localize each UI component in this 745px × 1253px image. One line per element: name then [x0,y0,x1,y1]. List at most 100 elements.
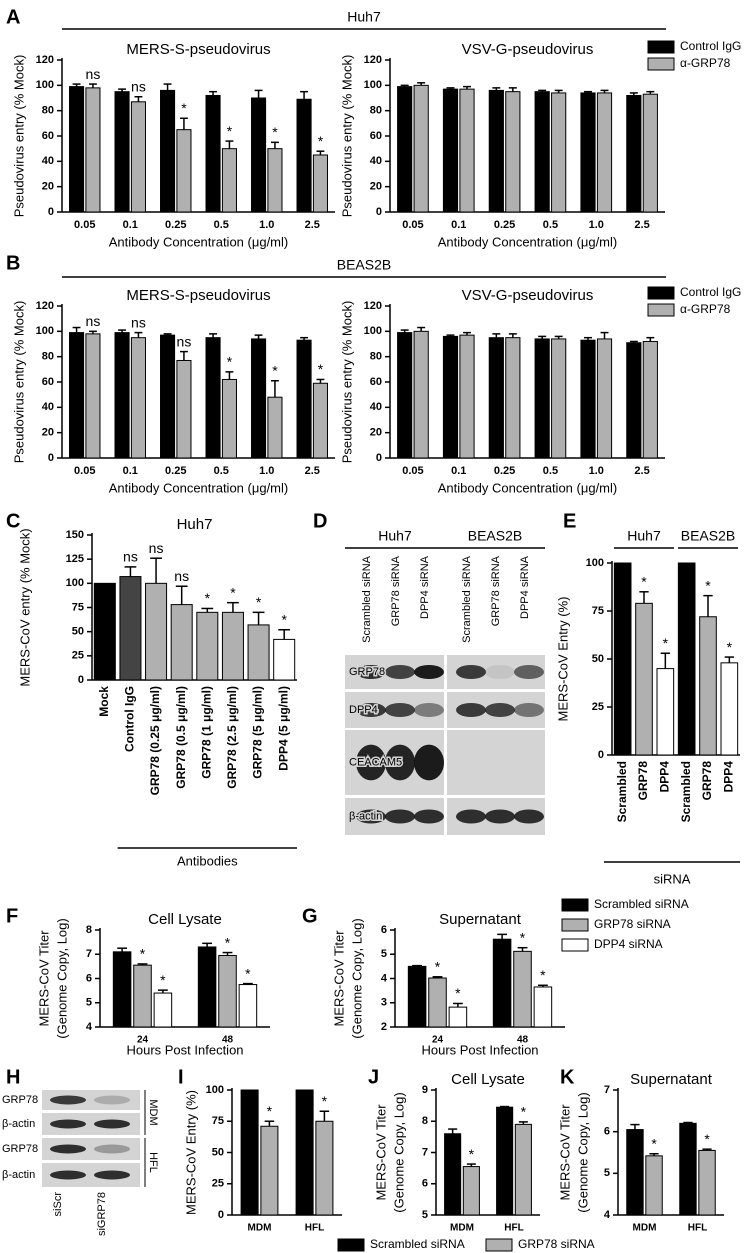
error-bar [412,964,423,967]
significance-label: ns [123,549,138,565]
significance-label: * [318,133,324,149]
bar [196,611,219,681]
band [485,809,515,824]
y-tick-label: 120 [364,54,382,66]
panel-letter: A [6,6,20,28]
bar [221,148,237,213]
x-tick-label: MDM [633,1223,657,1234]
bar [240,1089,259,1216]
bar [267,148,283,213]
significance-label: ns [131,78,146,94]
error-bar [446,87,455,90]
error-bar [175,585,188,605]
panel-letter: G [302,905,318,927]
x-axis-label: Antibody Concentration (μg/ml) [438,234,617,249]
x-tick-label: 24 [432,1035,444,1046]
lane-label: GRP78 siRNA [390,555,402,626]
legend-swatch [561,938,589,952]
error-bar [254,89,263,98]
y-tick-label: 3 [381,997,387,1009]
blot-strip [42,1090,140,1110]
y-axis-label: MERS-CoV Titer [557,1104,572,1201]
y-tick-label: 8 [422,1115,428,1127]
x-tick-label: MDM [248,1223,272,1234]
x-tick-label: 2.5 [634,465,649,477]
group-label: BEAS2B [681,528,735,544]
error-bar [252,611,265,625]
y-tick-label: 80 [370,105,382,117]
y-tick-label: 150 [66,529,84,541]
chart-title: VSV-G-pseudovirus [462,287,594,304]
bar [413,330,429,459]
error-bar [242,982,253,985]
significance-label: ns [131,314,146,330]
bar [397,332,413,459]
error-bar [134,331,143,338]
band [414,744,444,781]
blot-strip [42,1113,140,1135]
band [94,1144,130,1154]
band [356,665,386,679]
bar [205,337,221,459]
bar [699,616,717,756]
x-tick-label: HFL [688,1223,707,1234]
band [414,703,444,717]
significance-label: * [281,611,287,627]
y-tick-label: 100 [206,1084,224,1096]
lane-label: siGRP78 [96,1192,108,1236]
bar [642,93,658,213]
bar [247,624,270,681]
error-bar [179,350,188,361]
y-tick-label: 100 [364,325,382,337]
error-bar [300,336,309,341]
x-tick-label: Scrambled [679,761,693,822]
bar [580,92,596,213]
y-axis-label: MERS-CoV Entry (%) [555,597,570,722]
error-bar [134,95,143,102]
row-label: β-actin [2,1169,35,1181]
error-bar [463,85,471,90]
x-tick-label: 2.5 [305,219,320,231]
bar [596,92,613,213]
y-tick-label: 2 [381,1021,387,1033]
error-bar [202,942,213,947]
significance-label: * [225,934,231,950]
row-label: β-actin [2,1118,35,1130]
error-bar [209,90,218,96]
bar [153,992,173,1028]
chart-title: Cell Lysate [451,1071,525,1088]
error-bar [278,628,291,640]
lane-label: GRP78 siRNA [490,555,502,626]
y-tick-label: 40 [370,401,382,413]
band [485,703,515,717]
legend-swatch [647,40,675,54]
band [356,809,386,824]
error-bar [264,1120,275,1127]
error-bar [157,989,168,994]
bar [114,332,130,459]
error-bar [150,557,162,584]
legend-swatch [561,918,589,932]
bar [677,562,696,756]
bar [130,101,146,213]
x-tick-label: 1.0 [259,219,274,231]
significance-label: ns [86,313,101,329]
significance-label: * [318,361,324,377]
group-label: BEAS2B [468,528,522,544]
x-tick-label: GRP78 (0.5 μg/ml) [174,686,188,789]
bar [698,1149,716,1216]
bar [534,338,550,459]
x-tick-label: 0.25 [494,465,515,477]
bar [656,668,675,756]
x-tick-label: 0.5 [214,465,229,477]
error-bar [660,652,670,669]
y-tick-label: 0 [48,452,54,464]
significance-label: * [540,967,546,983]
bar [312,382,328,459]
significance-label: * [641,574,647,590]
x-tick-label: 2.5 [634,219,649,231]
bar [238,984,258,1028]
bar [626,94,642,213]
bar [626,342,642,459]
bar [251,338,267,459]
